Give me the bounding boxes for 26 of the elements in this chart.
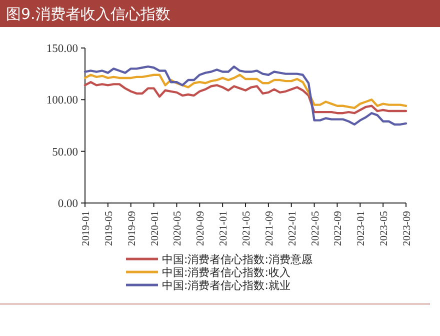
chart-title: 图9.消费者收入信心指数 <box>6 5 170 23</box>
x-tick-label: 2022-01 <box>287 211 298 246</box>
x-tick-label: 2021-05 <box>242 211 252 246</box>
x-tick-label: 2023-09 <box>402 211 413 246</box>
x-tick-label: 2019-01 <box>81 211 92 246</box>
y-tick-label: 100.00 <box>46 94 78 107</box>
legend-label: 中国:消费者信心指数:消费意愿 <box>162 253 312 266</box>
x-tick-label: 2019-09 <box>126 211 138 246</box>
legend-label: 中国:消费者信心指数:收入 <box>162 266 290 279</box>
line-series <box>84 66 408 126</box>
x-tick-label: 2020-09 <box>196 211 207 246</box>
x-tick-label: 2021-09 <box>264 211 276 246</box>
x-tick-label: 2023-05 <box>379 211 390 246</box>
x-tick-label: 2020-05 <box>172 211 184 246</box>
legend-label: 中国:消费者信心指数:就业 <box>162 279 290 292</box>
y-tick-label: 0.00 <box>58 198 78 210</box>
line-series <box>84 81 408 114</box>
x-tick-label: 2022-09 <box>333 211 344 246</box>
y-tick-label: 150.00 <box>46 43 78 55</box>
y-tick-label: 50.00 <box>52 146 78 158</box>
x-tick-label: 2021-01 <box>218 211 230 246</box>
x-tick-label: 2020-01 <box>150 211 161 246</box>
x-tick-label: 2022-05 <box>310 211 322 246</box>
x-tick-label: 2019-05 <box>104 211 115 246</box>
line-series <box>84 74 408 110</box>
x-tick-label: 2023-01 <box>356 211 368 246</box>
